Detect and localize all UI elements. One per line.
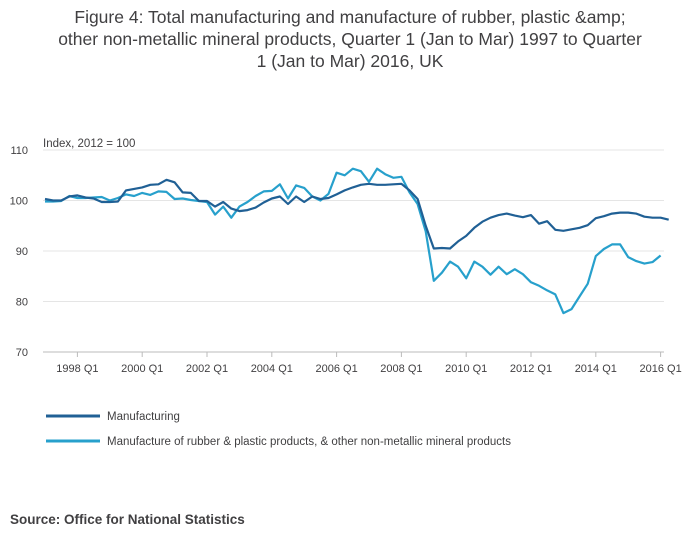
x-tick-label-1: 2000 Q1 xyxy=(121,363,163,375)
title-line-1: Figure 4: Total manufacturing and manufa… xyxy=(74,7,626,27)
x-tick-label-9: 2016 Q1 xyxy=(639,363,681,375)
series-lines xyxy=(44,167,669,315)
x-tick-label-6: 2010 Q1 xyxy=(445,363,487,375)
x-tick-label-4: 2006 Q1 xyxy=(315,363,357,375)
legend-label-rubber-plastic: Manufacture of rubber & plastic products… xyxy=(107,436,511,448)
source-note: Source: Office for National Statistics xyxy=(10,512,245,527)
chart-title: Figure 4: Total manufacturing and manufa… xyxy=(0,6,700,72)
y-axis: 70 80 90 100 110 xyxy=(10,145,28,359)
y-tick-label-110: 110 xyxy=(10,145,28,157)
series-line-rubber-plastic xyxy=(45,167,662,315)
y-tick-label-80: 80 xyxy=(16,297,28,309)
x-tick-label-2: 2002 Q1 xyxy=(186,363,228,375)
y-tick-label-100: 100 xyxy=(10,196,28,208)
x-tick-label-0: 1998 Q1 xyxy=(56,363,98,375)
x-tick-label-3: 2004 Q1 xyxy=(251,363,293,375)
x-tick-label-5: 2008 Q1 xyxy=(380,363,422,375)
x-axis: 1998 Q1 2000 Q1 2002 Q1 2004 Q1 2006 Q1 2008 … xyxy=(56,352,682,375)
legend-label-manufacturing: Manufacturing xyxy=(107,411,180,423)
title-line-3: 1 (Jan to Mar) 2016, UK xyxy=(256,51,444,71)
y-axis-label: Index, 2012 = 100 xyxy=(43,138,135,150)
series-line-manufacturing xyxy=(44,178,669,250)
x-tick-label-8: 2014 Q1 xyxy=(575,363,617,375)
title-line-2: other non-metallic mineral products, Qua… xyxy=(58,29,642,49)
x-tick-label-7: 2012 Q1 xyxy=(510,363,552,375)
gridlines xyxy=(43,149,664,353)
y-tick-label-70: 70 xyxy=(16,347,28,359)
y-tick-label-90: 90 xyxy=(16,246,28,258)
legend: Manufacturing Manufacture of rubber & pl… xyxy=(46,411,511,448)
